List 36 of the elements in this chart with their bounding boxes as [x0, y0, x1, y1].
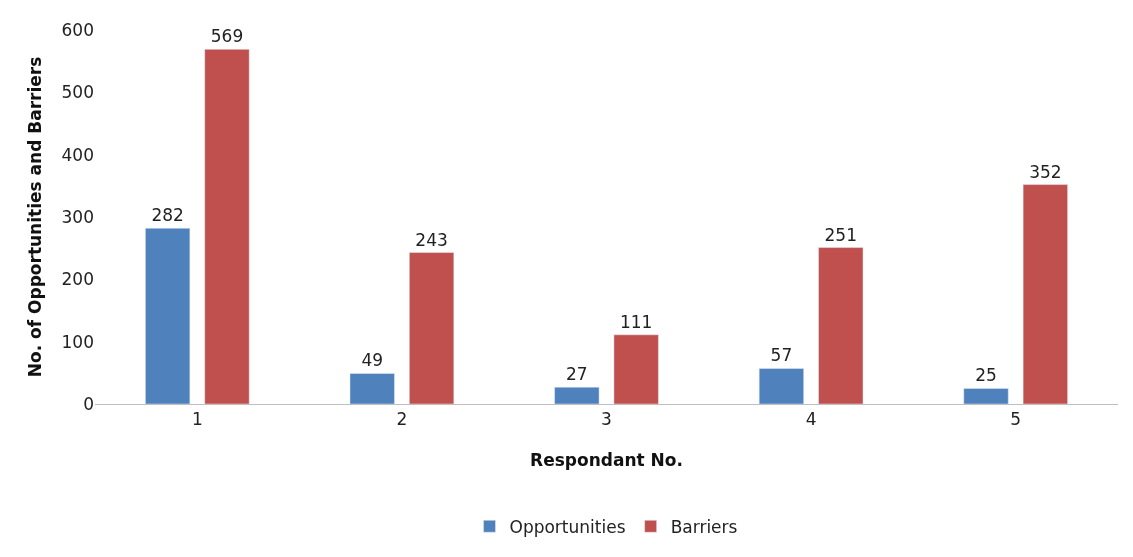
x-tick-label: 3 [601, 409, 612, 430]
data-label: 111 [619, 311, 653, 332]
bar [554, 386, 600, 404]
data-label: 27 [566, 364, 588, 385]
bar [818, 247, 864, 404]
y-tick-label: 400 [61, 144, 94, 165]
bar [1022, 184, 1068, 404]
bar [963, 388, 1009, 404]
data-label: 57 [770, 345, 793, 366]
data-label: 251 [824, 224, 857, 245]
data-label: 569 [210, 26, 244, 47]
legend-label: Opportunities [509, 516, 626, 537]
y-tick-label: 0 [83, 393, 94, 414]
bar [613, 334, 659, 404]
bar [145, 227, 191, 404]
legend-label: Barriers [670, 516, 738, 537]
y-tick-label: 600 [61, 19, 94, 40]
bar [349, 373, 395, 404]
y-tick-label: 500 [61, 82, 94, 103]
y-tick-label: 200 [61, 269, 94, 290]
data-label: 282 [151, 205, 184, 226]
y-tick-label: 300 [61, 206, 94, 227]
data-label: 49 [361, 350, 384, 371]
x-tick-label: 5 [1010, 409, 1022, 430]
data-label: 243 [415, 229, 448, 250]
data-label: 352 [1029, 161, 1062, 182]
x-tick-label: 1 [191, 409, 203, 430]
x-tick-label: 4 [805, 409, 817, 430]
bar [758, 368, 804, 404]
bar [204, 49, 250, 404]
y-axis-title: No. of Opportunities and Barriers [25, 56, 46, 378]
x-axis-title: Respondant No. [530, 449, 683, 470]
x-tick-label: 2 [396, 409, 408, 430]
y-tick-label: 100 [61, 331, 94, 352]
data-label: 25 [975, 365, 997, 386]
bar [409, 252, 455, 404]
